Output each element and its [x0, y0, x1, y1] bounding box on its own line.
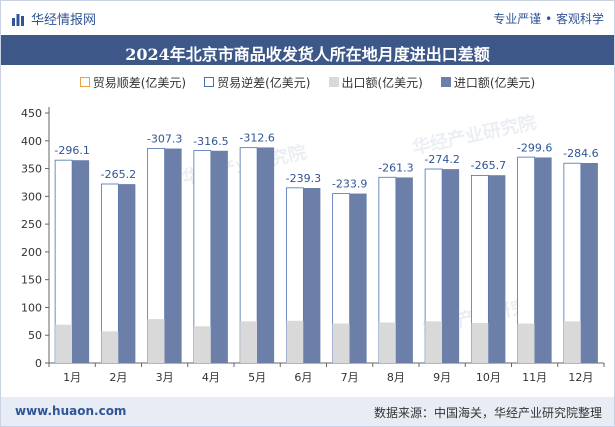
- bar-export: [55, 324, 73, 363]
- bar-import: [210, 150, 228, 363]
- data-label-deficit: -261.3: [378, 161, 413, 174]
- bar-export: [101, 331, 119, 363]
- bar-import: [395, 177, 413, 363]
- brand[interactable]: 华经情报网: [11, 9, 96, 28]
- x-tick-label: 12月: [568, 371, 593, 384]
- bar-import: [164, 148, 182, 363]
- bar-import: [442, 169, 460, 363]
- legend-label-import: 进口额(亿美元): [453, 75, 536, 90]
- legend-swatch-export: [328, 77, 339, 87]
- footer-site[interactable]: www.huaon.com: [15, 404, 127, 418]
- data-label-deficit: -233.9: [332, 178, 367, 191]
- data-label-deficit: -299.6: [517, 141, 552, 154]
- legend-label-surplus: 贸易顺差(亿美元): [92, 75, 187, 90]
- x-tick-label: 10月: [476, 371, 501, 384]
- data-label-deficit: -239.3: [286, 172, 321, 185]
- data-label-deficit: -316.5: [193, 135, 228, 148]
- top-bar: 华经情报网 专业严谨 • 客观科学: [1, 1, 614, 35]
- legend-swatch-import: [440, 77, 451, 87]
- brand-name: 华经情报网: [31, 13, 97, 28]
- bar-chart-logo-icon: [12, 13, 24, 26]
- legend-label-deficit: 贸易逆差(亿美元): [217, 75, 311, 90]
- y-tick-label: 150: [21, 274, 42, 287]
- chart-title: 2024年北京市商品收发货人所在地月度进出口差额: [125, 45, 490, 64]
- legend-swatch-deficit: [204, 77, 215, 87]
- chart-legend: 贸易顺差(亿美元) 贸易逆差(亿美元) 出口额(亿美元) 进口额(亿美元): [1, 73, 614, 91]
- y-tick-label: 300: [21, 190, 42, 203]
- y-tick-label: 100: [21, 301, 42, 314]
- data-label-deficit: -284.6: [563, 147, 598, 160]
- data-label-deficit: -274.2: [424, 153, 459, 166]
- x-tick-label: 6月: [294, 371, 312, 384]
- legend-label-export: 出口额(亿美元): [341, 75, 423, 90]
- x-tick-label: 5月: [248, 371, 266, 384]
- bar-export: [471, 323, 489, 363]
- bar-import: [257, 147, 275, 363]
- y-tick-label: 350: [21, 163, 42, 176]
- bar-import: [534, 157, 552, 363]
- x-tick-label: 11月: [522, 371, 547, 384]
- legend-swatch-surplus: [79, 77, 90, 87]
- bar-export: [563, 321, 581, 363]
- bar-import: [580, 163, 598, 363]
- footer-source: 数据来源：中国海关，华经产业研究院整理: [373, 406, 602, 420]
- legend-item-export[interactable]: 出口额(亿美元): [328, 73, 423, 91]
- data-label-deficit: -296.1: [54, 144, 89, 157]
- bar-export: [193, 326, 211, 363]
- bar-import: [349, 193, 367, 363]
- bar-import: [118, 184, 136, 363]
- y-tick-label: 250: [21, 218, 42, 231]
- y-tick-label: 50: [28, 329, 42, 342]
- data-label-deficit: -312.6: [239, 131, 274, 144]
- y-tick-label: 450: [21, 107, 42, 120]
- x-tick-label: 7月: [341, 371, 359, 384]
- y-tick-label: 0: [35, 357, 42, 370]
- x-tick-label: 2月: [109, 371, 127, 384]
- bar-export: [517, 323, 535, 363]
- y-tick-label: 200: [21, 246, 42, 259]
- bar-export: [240, 321, 258, 363]
- bar-import: [72, 160, 90, 363]
- bar-export: [147, 319, 165, 363]
- title-bar: 2024年北京市商品收发货人所在地月度进出口差额: [1, 35, 614, 65]
- bar-import: [303, 188, 321, 363]
- y-tick-label: 400: [21, 135, 42, 148]
- x-tick-label: 8月: [387, 371, 405, 384]
- bar-export: [425, 321, 443, 363]
- bar-export: [378, 322, 396, 363]
- x-tick-label: 3月: [156, 371, 174, 384]
- tagline: 专业严谨 • 客观科学: [493, 12, 604, 26]
- x-tick-label: 4月: [202, 371, 220, 384]
- x-tick-label: 9月: [433, 371, 451, 384]
- bar-export: [332, 323, 350, 363]
- data-label-deficit: -307.3: [147, 133, 182, 146]
- x-tick-label: 1月: [63, 371, 81, 384]
- bar-export: [286, 320, 304, 363]
- chart-plot: 0 50 100 150 200 250 300 350 400 450 -296.1 1月 -265.…: [21, 107, 605, 384]
- data-label-deficit: -265.2: [101, 168, 136, 181]
- legend-item-import[interactable]: 进口额(亿美元): [440, 73, 536, 91]
- bar-import: [488, 175, 506, 363]
- legend-item-surplus[interactable]: 贸易顺差(亿美元): [79, 73, 187, 91]
- legend-item-deficit[interactable]: 贸易逆差(亿美元): [204, 73, 311, 91]
- footer: www.huaon.com 数据来源：中国海关，华经产业研究院整理: [1, 397, 614, 426]
- data-label-deficit: -265.7: [471, 159, 506, 172]
